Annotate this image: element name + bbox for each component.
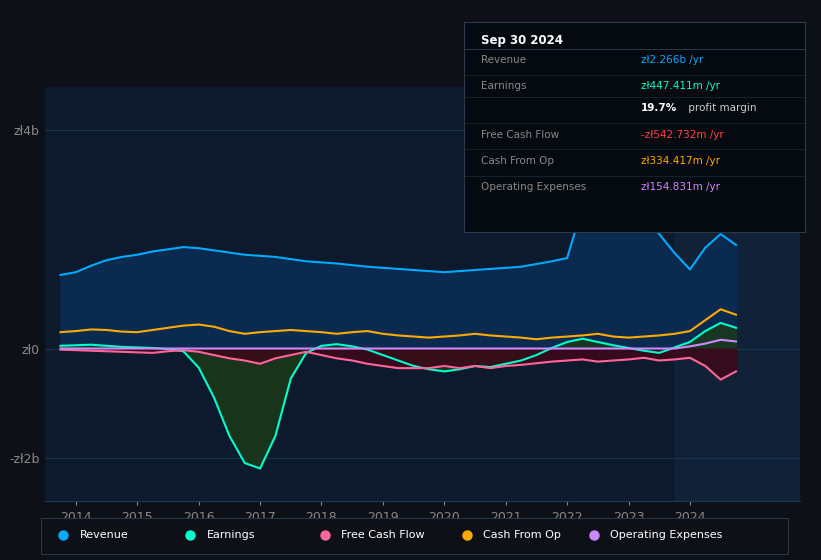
Text: zł334.417m /yr: zł334.417m /yr (641, 156, 720, 166)
Text: Cash From Op: Cash From Op (484, 530, 562, 540)
Text: Revenue: Revenue (80, 530, 129, 540)
Text: Operating Expenses: Operating Expenses (610, 530, 722, 540)
Text: Revenue: Revenue (481, 55, 526, 65)
Text: Earnings: Earnings (207, 530, 255, 540)
Text: zł154.831m /yr: zł154.831m /yr (641, 182, 720, 192)
Text: Cash From Op: Cash From Op (481, 156, 554, 166)
Text: -zł542.732m /yr: -zł542.732m /yr (641, 129, 724, 139)
Text: Free Cash Flow: Free Cash Flow (481, 129, 559, 139)
Text: profit margin: profit margin (686, 103, 757, 113)
Text: Operating Expenses: Operating Expenses (481, 182, 586, 192)
Text: Free Cash Flow: Free Cash Flow (342, 530, 425, 540)
Bar (675, 87, 800, 501)
Text: Earnings: Earnings (481, 81, 526, 91)
Text: zł447.411m /yr: zł447.411m /yr (641, 81, 720, 91)
Text: 19.7%: 19.7% (641, 103, 677, 113)
Text: zł2.266b /yr: zł2.266b /yr (641, 55, 704, 65)
Text: Sep 30 2024: Sep 30 2024 (481, 34, 563, 47)
